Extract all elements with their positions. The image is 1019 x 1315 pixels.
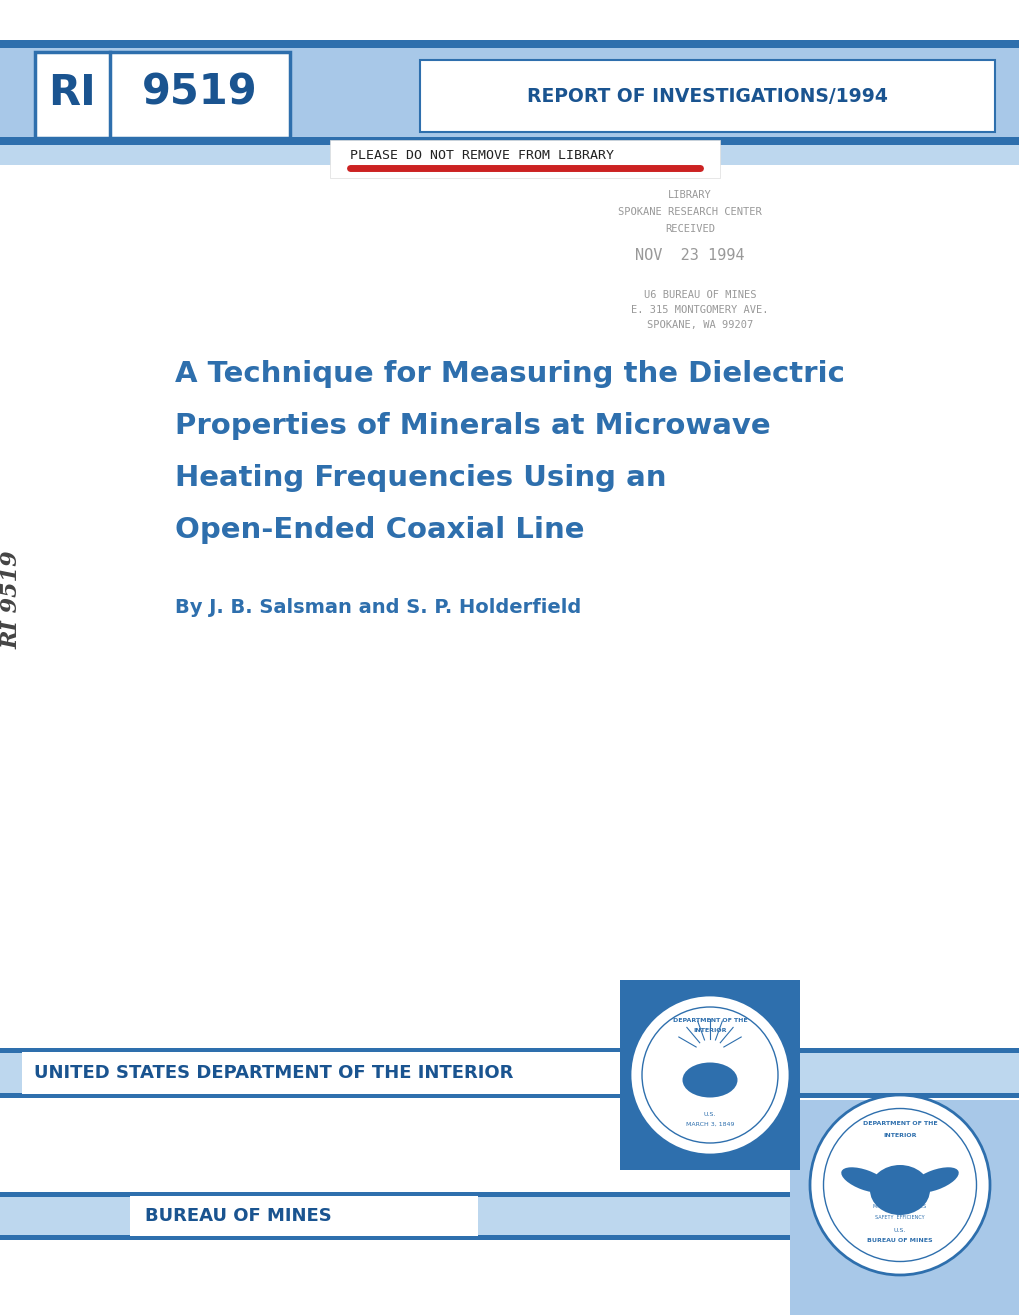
Ellipse shape [910, 1168, 958, 1193]
Text: RI 9519: RI 9519 [1, 551, 23, 650]
Text: By J. B. Salsman and S. P. Holderfield: By J. B. Salsman and S. P. Holderfield [175, 598, 581, 617]
Bar [0, 1235, 1019, 1240]
Ellipse shape [841, 1168, 888, 1193]
Text: REPORT OF INVESTIGATIONS/1994: REPORT OF INVESTIGATIONS/1994 [527, 87, 888, 105]
Text: U.S.: U.S. [893, 1227, 905, 1232]
Text: NOV  23 1994: NOV 23 1994 [635, 247, 744, 263]
Text: LIBRARY: LIBRARY [667, 189, 711, 200]
Bar [0, 145, 1019, 164]
Bar [0, 1191, 1019, 1197]
Text: U6 BUREAU OF MINES: U6 BUREAU OF MINES [643, 291, 755, 300]
Text: UNITED STATES DEPARTMENT OF THE INTERIOR: UNITED STATES DEPARTMENT OF THE INTERIOR [34, 1064, 513, 1082]
Bar [0, 39, 1019, 145]
Circle shape [630, 995, 790, 1155]
Bar [35, 53, 289, 138]
Text: RECEIVED: RECEIVED [664, 224, 714, 234]
Bar [22, 1052, 635, 1094]
Bar [620, 980, 799, 985]
Text: INTERIOR: INTERIOR [693, 1028, 726, 1034]
Text: DEPARTMENT OF THE: DEPARTMENT OF THE [672, 1018, 747, 1023]
Bar [0, 137, 1019, 145]
Text: A Technique for Measuring the Dielectric: A Technique for Measuring the Dielectric [175, 360, 844, 388]
Text: SPOKANE, WA 99207: SPOKANE, WA 99207 [646, 320, 752, 330]
Text: 9519: 9519 [142, 71, 258, 113]
Bar [0, 1048, 1019, 1053]
Bar [790, 1101, 1019, 1315]
Text: PLEASE DO NOT REMOVE FROM LIBRARY: PLEASE DO NOT REMOVE FROM LIBRARY [350, 149, 613, 162]
Text: U.S.: U.S. [703, 1112, 715, 1118]
Text: SAFETY  EFFICIENCY: SAFETY EFFICIENCY [874, 1215, 924, 1220]
Text: MINERAL INDUSTRIES: MINERAL INDUSTRIES [872, 1205, 925, 1208]
Bar [0, 39, 1019, 49]
Text: BUREAU OF MINES: BUREAU OF MINES [145, 1207, 331, 1226]
Bar [330, 139, 719, 178]
Circle shape [809, 1095, 989, 1276]
Bar [790, 1101, 1019, 1315]
Text: E. 315 MONTGOMERY AVE.: E. 315 MONTGOMERY AVE. [631, 305, 768, 316]
Bar [0, 1093, 1019, 1098]
Ellipse shape [682, 1063, 737, 1098]
Bar [420, 60, 994, 132]
Bar [129, 1197, 478, 1236]
Bar [620, 980, 799, 1170]
Text: INTERIOR: INTERIOR [882, 1134, 916, 1137]
Text: Heating Frequencies Using an: Heating Frequencies Using an [175, 464, 665, 492]
Text: MARCH 3, 1849: MARCH 3, 1849 [685, 1122, 734, 1127]
Text: Properties of Minerals at Microwave: Properties of Minerals at Microwave [175, 412, 770, 441]
Text: BUREAU OF MINES: BUREAU OF MINES [866, 1239, 932, 1243]
Bar [0, 1048, 1019, 1098]
Text: DEPARTMENT OF THE: DEPARTMENT OF THE [862, 1122, 936, 1127]
Text: Open-Ended Coaxial Line: Open-Ended Coaxial Line [175, 515, 584, 544]
Bar [0, 1191, 1019, 1240]
Text: SPOKANE RESEARCH CENTER: SPOKANE RESEARCH CENTER [618, 206, 761, 217]
Text: RI: RI [49, 71, 96, 113]
Ellipse shape [869, 1165, 929, 1215]
